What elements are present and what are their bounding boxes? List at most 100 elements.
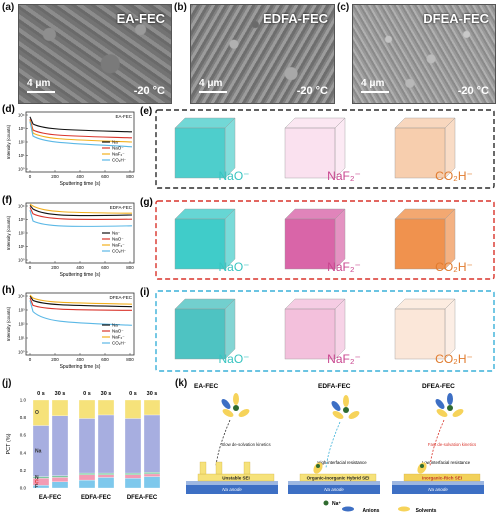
anode <box>288 484 380 494</box>
dendrite <box>215 461 223 475</box>
legend-label: NaF₂⁻ <box>112 243 125 248</box>
y-tick-label: 10² <box>18 231 25 236</box>
curve-naf2 <box>29 120 133 143</box>
legend-na-swatch <box>323 500 329 506</box>
curve-na <box>29 295 133 308</box>
sem-image-ea-fec: EA-FEC 4 μm -20 °C <box>18 4 172 104</box>
legend-anion-label: Anions <box>363 508 380 514</box>
curve-na <box>29 205 133 217</box>
cube-label: CO₂H⁻ <box>435 352 473 366</box>
cube-co2h <box>394 208 456 270</box>
arrow <box>429 419 445 467</box>
bar-segment-n <box>51 475 69 478</box>
temperature-label: -20 °C <box>296 85 328 97</box>
cube-front <box>174 308 226 360</box>
bar-segment-na <box>143 414 161 473</box>
x-tick-label: 200 <box>51 265 59 270</box>
solvent <box>233 393 239 405</box>
y-tick-label: 10¹ <box>18 336 25 341</box>
y-tick-label: 10⁴ <box>18 204 25 209</box>
x-tick-label: 400 <box>76 265 84 270</box>
cube-naf2 <box>284 208 346 270</box>
curve-co2h <box>29 210 133 227</box>
panel-letter: (f) <box>2 195 12 206</box>
bar-segment-f <box>78 479 96 489</box>
x-tick-label: 400 <box>76 174 84 179</box>
cube-top <box>174 298 236 310</box>
scale-bar <box>27 91 55 93</box>
dendrite <box>243 461 251 475</box>
anode-label: Na anode <box>324 487 344 492</box>
bar-segment-na <box>97 414 115 474</box>
panel-letter: (i) <box>140 287 149 298</box>
x-axis-title: Sputtering time (s) <box>60 272 101 278</box>
plot-label: EDFA-FEC <box>110 205 133 210</box>
cube-panel-g: (g) NaO⁻ NaF₂⁻ CO₂H⁻ <box>140 195 498 283</box>
legend-na-label: Na⁺ <box>332 501 341 507</box>
scale-label: 4 μm <box>361 78 385 89</box>
panel-letter: (d) <box>2 104 15 115</box>
anode <box>186 484 278 494</box>
x-tick-label: 800 <box>126 265 134 270</box>
cube-label: NaO⁻ <box>218 260 249 274</box>
legend-label: NaO⁻ <box>112 237 124 242</box>
legend-solvent-label: Solvents <box>416 508 437 514</box>
temperature-label: -20 °C <box>457 85 489 97</box>
curve-naf2 <box>29 203 133 214</box>
sem-title: DFEA-FEC <box>423 11 489 26</box>
bar-segment-o <box>78 399 96 419</box>
group-label: EDFA-FEC <box>81 495 112 501</box>
anion <box>331 401 341 411</box>
legend-label: NaF₂⁻ <box>112 335 125 340</box>
cube-label: NaF₂⁻ <box>327 352 361 366</box>
arrow <box>325 421 341 469</box>
cube-top <box>394 117 456 129</box>
bar-segment-c <box>143 473 161 477</box>
x-tick-label: 200 <box>51 174 59 179</box>
segment-label: F <box>35 484 38 490</box>
bar-segment-n <box>97 472 115 475</box>
y-tick-label: 10⁴ <box>18 113 25 118</box>
cube-nao <box>174 208 236 270</box>
dashed-frame <box>155 109 495 189</box>
segment-label: C <box>35 479 39 485</box>
y-axis-title: Intensity (counts) <box>6 215 11 250</box>
x-tick-label: 600 <box>101 265 109 270</box>
resistance-label: High interfacial resistance <box>317 460 367 465</box>
arrow <box>215 419 231 467</box>
y-tick-label: 10³ <box>18 308 25 313</box>
group-label: EA-FEC <box>39 495 62 501</box>
na-ion <box>420 464 424 468</box>
cube-label: CO₂H⁻ <box>435 260 473 274</box>
cube-panel-svg: (i) NaO⁻ NaF₂⁻ CO₂H⁻ <box>140 287 495 372</box>
y-axis-title: PCT (%) <box>6 433 12 454</box>
legend-label: NaO⁻ <box>112 146 124 151</box>
scale-label: 4 μm <box>27 78 51 89</box>
plot-label: EA-FEC <box>115 114 132 119</box>
cube-co2h <box>394 117 456 179</box>
solvent <box>447 393 453 405</box>
cube-naf2 <box>284 298 346 360</box>
bar-segment-na <box>78 418 96 474</box>
kinetics-label: Fast de-solvation kinetics <box>428 442 476 447</box>
panel-letter-j: (j) <box>2 378 12 389</box>
anode-label: Na anode <box>428 487 448 492</box>
time-label: 30 s <box>55 391 66 397</box>
solvent <box>452 409 464 417</box>
scheme-title: EDFA-FEC <box>318 383 351 390</box>
tof-plot-dfea-fec: (h) DFEA-FEC 10⁴ 10³ 10² 10¹ 10⁰ 0 200 400 600 800 S… <box>0 285 140 375</box>
cube-front <box>284 127 336 179</box>
sem-image-dfea-fec: DFEA-FEC 4 μm -20 °C <box>352 4 496 104</box>
x-axis-title: Sputtering time (s) <box>60 364 101 370</box>
anode-top <box>392 481 484 485</box>
x-tick-label: 0 <box>29 357 32 362</box>
panel-letter-c: (c) <box>337 2 350 13</box>
panel-letter-k: (k) <box>175 378 188 389</box>
bar-segment-c <box>51 477 69 482</box>
sem-image-edfa-fec: EDFA-FEC 4 μm -20 °C <box>190 4 335 104</box>
temperature-label: -20 °C <box>133 85 165 97</box>
panel-letter: (g) <box>140 197 153 208</box>
cube-panel-i: (i) NaO⁻ NaF₂⁻ CO₂H⁻ <box>140 285 498 375</box>
cube-side <box>224 298 236 360</box>
panel-letter: (h) <box>2 285 15 296</box>
